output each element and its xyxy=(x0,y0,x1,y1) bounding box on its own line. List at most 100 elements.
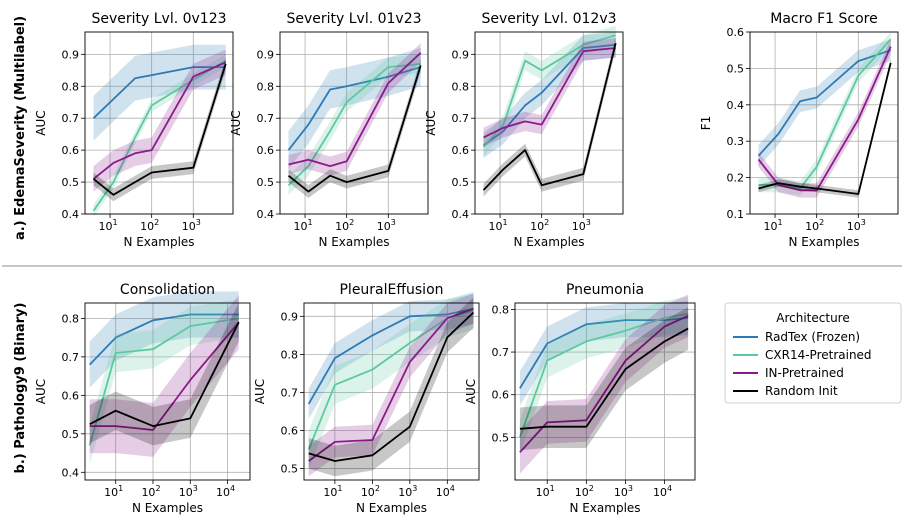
panel-title: Consolidation xyxy=(120,282,215,298)
chart-panels: 0.4 0.5 0.6 0.7 0.8 0.9 101 102 103 Severity Lvl.… xyxy=(34,11,899,515)
series-band xyxy=(483,32,616,159)
y-tick-label: 0.7 xyxy=(492,346,510,359)
y-tick-label: 0.6 xyxy=(62,389,80,402)
series-band xyxy=(288,43,421,176)
y-tick-label: 0.6 xyxy=(62,144,80,157)
legend: Architecture RadTex (Frozen) CXR14-Pretr… xyxy=(724,302,902,404)
legend-entry: RadTex (Frozen) xyxy=(765,330,860,344)
chart-panel: 0.4 0.5 0.6 0.7 0.8 0.9 101 102 103 Severity Lvl.… xyxy=(34,11,234,249)
series-line xyxy=(519,327,689,430)
row-label-edema: a.) EdemaSeverity (Multilabel) xyxy=(13,16,28,240)
series-band xyxy=(89,303,239,446)
x-tick-label: 101 xyxy=(294,218,313,233)
y-axis-label: AUC xyxy=(464,379,478,404)
x-tick-label: 102 xyxy=(141,484,160,499)
x-tick-label: 102 xyxy=(805,218,824,233)
y-axis-label: AUC xyxy=(424,110,438,135)
x-tick-label: 104 xyxy=(436,484,455,499)
x-tick-label: 103 xyxy=(847,218,866,233)
y-tick-label: 0.8 xyxy=(492,303,510,316)
y-tick-label: 0.1 xyxy=(727,208,745,221)
y-tick-label: 0.8 xyxy=(257,80,275,93)
series-line xyxy=(92,61,227,180)
legend-title: Architecture xyxy=(776,311,849,325)
legend-entry: Random Init xyxy=(765,384,838,398)
y-tick-label: 0.9 xyxy=(62,48,80,61)
series-band xyxy=(308,293,474,420)
y-tick-label: 0.3 xyxy=(727,135,745,148)
x-axis-label: N Examples xyxy=(123,235,194,249)
chart-panel: 0.4 0.5 0.6 0.7 0.8 0.9 101 102 103 Severity Lvl.… xyxy=(229,11,429,249)
panel-title: Severity Lvl. 01v23 xyxy=(286,11,421,27)
series-band xyxy=(89,295,239,457)
x-tick-label: 101 xyxy=(323,484,342,499)
panel-title: Macro F1 Score xyxy=(770,11,877,27)
series-band xyxy=(519,300,689,406)
series-band xyxy=(93,57,226,202)
panel-title: Severity Lvl. 012v3 xyxy=(481,11,616,27)
plot-frame xyxy=(303,302,480,481)
series-line xyxy=(89,313,239,366)
series-line xyxy=(482,34,616,148)
series-line xyxy=(482,43,616,147)
y-axis-label: AUC xyxy=(229,110,243,135)
chart-panel: 0.1 0.2 0.3 0.4 0.5 0.6 101 102 103 Macro F1 Scor… xyxy=(699,11,899,249)
series-line xyxy=(287,65,422,193)
series-line xyxy=(757,46,892,192)
y-tick-label: 0.6 xyxy=(727,26,745,39)
x-axis-label: N Examples xyxy=(132,501,203,515)
y-tick-label: 0.6 xyxy=(452,144,470,157)
series-band xyxy=(483,38,616,147)
y-tick-label: 0.9 xyxy=(281,310,299,323)
series-band xyxy=(758,39,891,198)
series-line xyxy=(92,63,227,196)
chart-panel: 0.5 0.6 0.7 0.8 101 102 103 104 Pneumonia N Examp… xyxy=(464,282,696,515)
x-tick-label: 101 xyxy=(104,484,123,499)
x-tick-label: 103 xyxy=(182,218,201,233)
series-line xyxy=(758,62,892,195)
plot-frame xyxy=(514,302,696,481)
y-axis-label: AUC xyxy=(253,379,267,404)
series-band xyxy=(758,59,891,198)
legend-entry: IN-Pretrained xyxy=(765,366,844,380)
y-tick-label: 0.6 xyxy=(281,425,299,438)
y-tick-label: 0.6 xyxy=(257,144,275,157)
x-tick-label: 103 xyxy=(377,218,396,233)
y-tick-label: 0.7 xyxy=(62,112,80,125)
y-axis-label: AUC xyxy=(34,110,48,135)
chart-panel: 0.4 0.5 0.6 0.7 0.8 0.9 101 102 103 Severity Lvl.… xyxy=(424,11,624,249)
series-line xyxy=(89,321,240,428)
series-line xyxy=(287,63,421,186)
y-tick-label: 0.4 xyxy=(62,208,80,221)
plot-frame xyxy=(84,31,234,215)
series-band xyxy=(288,59,421,198)
plot-frame xyxy=(84,302,251,481)
series-line xyxy=(89,321,240,431)
x-tick-label: 103 xyxy=(572,218,591,233)
x-axis-label: N Examples xyxy=(513,235,584,249)
series-line xyxy=(483,47,616,139)
plot-frame xyxy=(474,31,624,215)
series-band xyxy=(89,291,239,388)
series-band xyxy=(89,299,239,465)
x-tick-label: 101 xyxy=(536,484,555,499)
series-line xyxy=(288,52,422,168)
y-tick-label: 0.6 xyxy=(492,389,510,402)
series-line xyxy=(92,59,227,212)
y-tick-label: 0.5 xyxy=(62,428,80,441)
series-line xyxy=(757,49,891,157)
panel-title: Severity Lvl. 0v123 xyxy=(91,11,226,27)
plot-frame xyxy=(279,31,429,215)
y-tick-label: 0.5 xyxy=(492,431,510,444)
series-line xyxy=(519,317,689,389)
y-tick-label: 0.7 xyxy=(452,112,470,125)
x-tick-label: 102 xyxy=(530,218,549,233)
series-band xyxy=(519,294,689,474)
y-tick-label: 0.9 xyxy=(257,48,275,61)
series-band xyxy=(758,39,891,167)
series-band xyxy=(93,54,226,218)
x-axis-label: N Examples xyxy=(356,501,427,515)
y-tick-label: 0.8 xyxy=(281,348,299,361)
series-line xyxy=(92,66,226,119)
